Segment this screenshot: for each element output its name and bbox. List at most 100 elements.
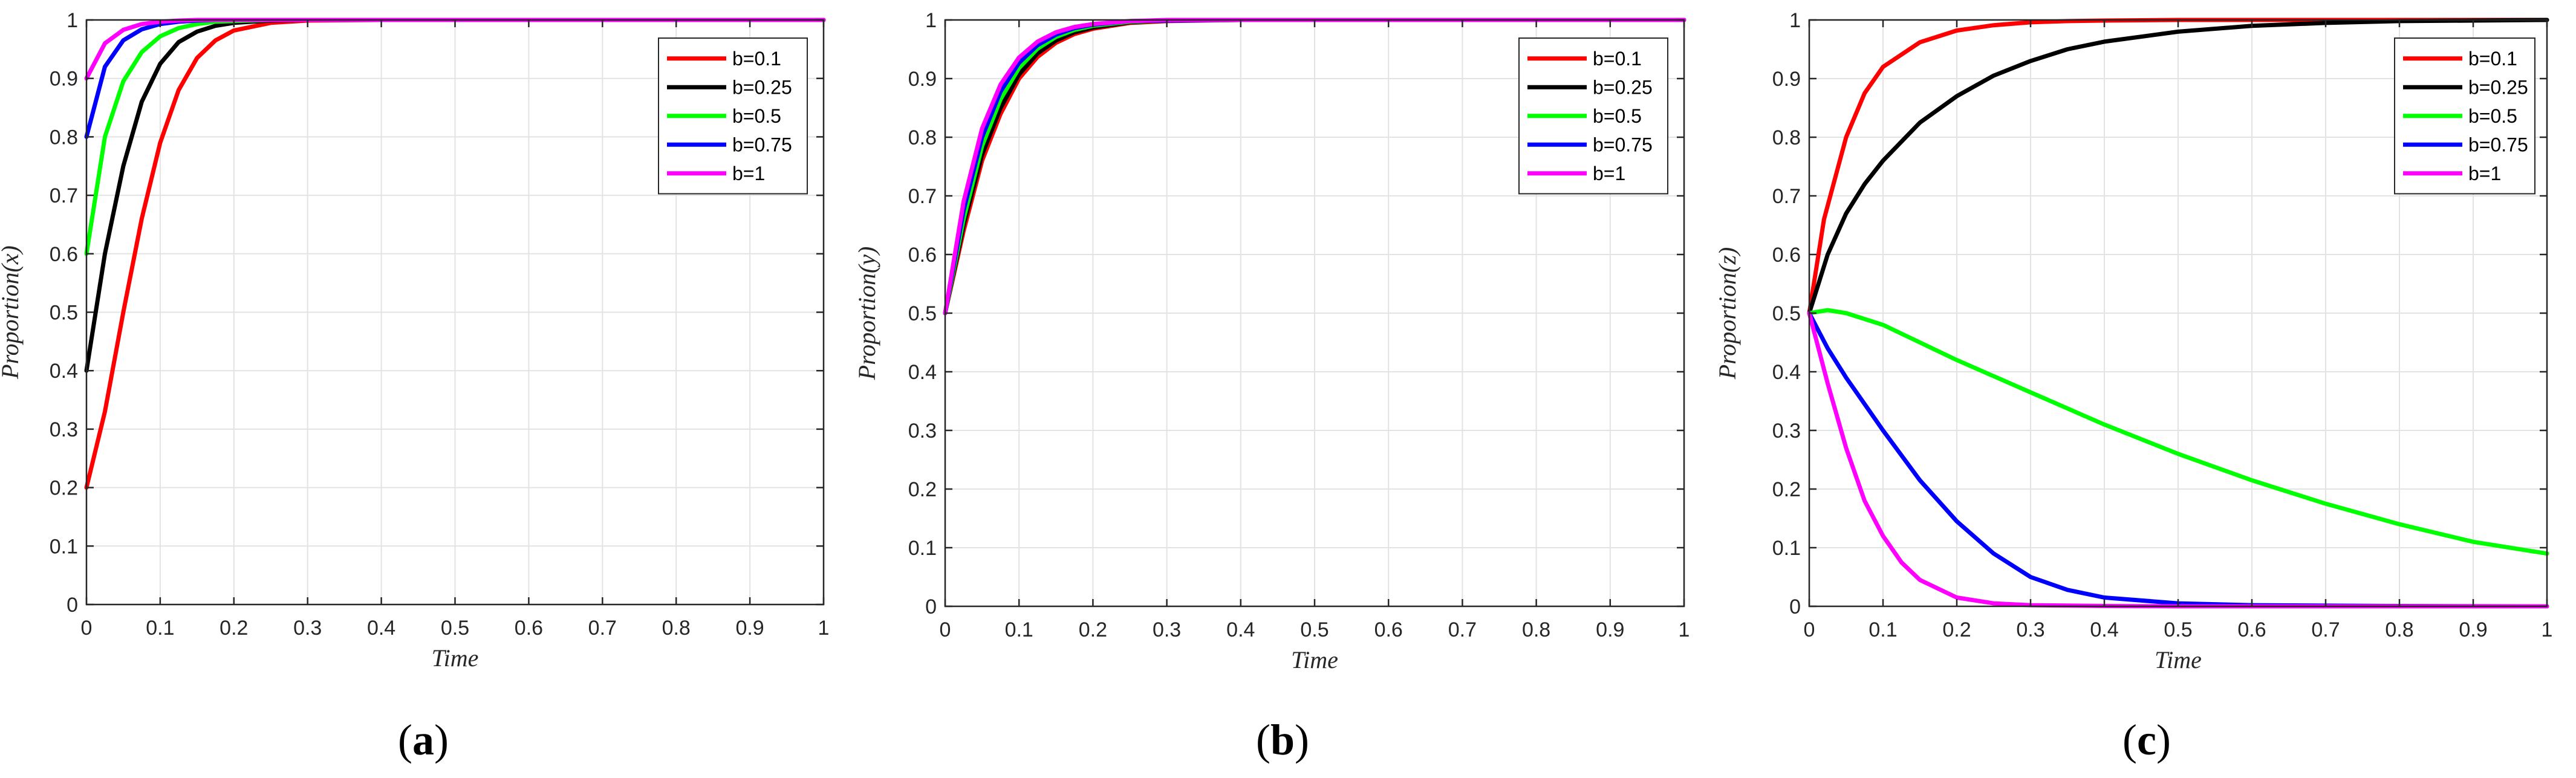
y-tick-label: 0.9: [1772, 68, 1801, 91]
y-tick-label: 0.3: [50, 418, 78, 441]
y-tick-label: 0.2: [908, 478, 937, 501]
panel-a-chart: 0 0.1 0.2 0.3 0.4 0.5 0.6 0.7 0.8 0.9 1 0 0.1 0.2 0.3 0…: [0, 9, 829, 672]
x-tick-label: 0.2: [1942, 618, 1971, 641]
x-tick-label: 0.3: [1153, 618, 1181, 641]
y-tick-label: 0.7: [50, 184, 78, 207]
x-tick-label: 0.9: [2459, 618, 2487, 641]
legend-label: b=0.75: [732, 134, 792, 155]
y-tick-label: 0.1: [1772, 537, 1801, 560]
x-axis-label: Time: [2155, 646, 2202, 673]
y-tick-label: 0.4: [50, 360, 78, 383]
y-tick-label: 0.8: [50, 126, 78, 149]
legend-label: b=1: [732, 163, 765, 184]
y-axis-label: Proportion(z): [1714, 247, 1741, 380]
x-tick-label: 1: [818, 617, 830, 640]
x-tick-label: 0.9: [735, 617, 764, 640]
series-line-b=0.25: [1807, 18, 2549, 316]
legend-label: b=0.5: [1593, 105, 1642, 127]
legend: b=0.1 b=0.25 b=0.5 b=0.75 b=1: [2394, 37, 2535, 195]
legend-label: b=0.25: [732, 76, 792, 98]
legend: b=0.1 b=0.25 b=0.5 b=0.75 b=1: [1518, 37, 1668, 195]
x-axis-label: Time: [1291, 646, 1338, 673]
y-tick-label: 1: [925, 9, 937, 32]
legend-label: b=0.5: [732, 105, 781, 127]
legend-label: b=0.75: [1593, 134, 1653, 155]
legend-label: b=1: [1593, 163, 1625, 184]
legend-label: b=1: [2468, 163, 2501, 184]
y-tick-label: 0.8: [1772, 126, 1801, 149]
y-tick-label: 0.7: [1772, 185, 1801, 208]
x-tick-label: 0.1: [1005, 618, 1033, 641]
panel-label: (c): [2122, 716, 2171, 764]
x-tick-label: 1: [1679, 618, 1690, 641]
legend: b=0.1 b=0.25 b=0.5 b=0.75 b=1: [658, 37, 808, 195]
y-tick-label: 0.6: [1772, 244, 1801, 267]
x-tick-label: 0.6: [515, 617, 543, 640]
y-tick-label: 0.6: [50, 243, 78, 266]
y-tick-label: 0.2: [1772, 478, 1801, 501]
legend-label: b=0.25: [2468, 76, 2528, 98]
y-tick-label: 0.5: [908, 302, 937, 325]
x-tick-label: 0.1: [1869, 618, 1897, 641]
panel-label: (a): [398, 716, 449, 764]
legend-label: b=0.5: [2468, 105, 2517, 127]
y-tick-label: 0.5: [1772, 302, 1801, 325]
series-line-b=0.5: [1807, 308, 2549, 556]
x-tick-label: 0.2: [220, 617, 248, 640]
y-tick-label: 0.8: [908, 126, 937, 149]
y-tick-label: 0.5: [50, 302, 78, 325]
x-tick-label: 0.4: [1226, 618, 1255, 641]
y-tick-label: 0.1: [50, 535, 78, 558]
x-tick-label: 0.8: [1522, 618, 1550, 641]
x-tick-label: 0.2: [1079, 618, 1107, 641]
y-axis-label: Proportion(x): [0, 245, 24, 380]
legend-label: b=0.75: [2468, 134, 2528, 155]
y-tick-label: 0.6: [908, 244, 937, 267]
x-tick-label: 0: [940, 618, 951, 641]
x-tick-label: 0.8: [2385, 618, 2413, 641]
y-tick-label: 0.3: [908, 420, 937, 442]
y-tick-label: 0.1: [908, 537, 937, 560]
x-tick-label: 0.5: [2164, 618, 2192, 641]
panel-c-chart: 0 0.1 0.2 0.3 0.4 0.5 0.6 0.7 0.8 0.9 1 0 0.1 0.2 0.3 0…: [1714, 9, 2552, 673]
x-tick-label: 0.3: [2016, 618, 2044, 641]
x-tick-label: 0.1: [146, 617, 174, 640]
x-tick-label: 0.4: [367, 617, 395, 640]
y-axis-label: Proportion(y): [853, 247, 880, 381]
panel-label: (b): [1256, 716, 1309, 764]
y-tick-label: 0.9: [50, 68, 78, 91]
y-tick-label: 0: [925, 595, 937, 618]
legend-label: b=0.1: [732, 48, 781, 70]
y-tick-label: 0.2: [50, 477, 78, 500]
x-tick-label: 0: [1804, 618, 1815, 641]
x-tick-label: 0.7: [588, 617, 617, 640]
y-tick-label: 0.7: [908, 185, 937, 208]
x-tick-label: 0.5: [1300, 618, 1329, 641]
y-tick-label: 1: [1789, 9, 1801, 32]
y-tick-label: 0: [67, 594, 78, 617]
x-tick-label: 0.6: [1374, 618, 1403, 641]
legend-label: b=0.1: [1593, 48, 1642, 70]
y-tick-label: 0.9: [908, 68, 937, 91]
x-tick-label: 0.8: [662, 617, 691, 640]
x-tick-label: 0.6: [2237, 618, 2266, 641]
x-tick-label: 1: [2542, 618, 2553, 641]
x-tick-label: 0.9: [1596, 618, 1624, 641]
y-tick-label: 0.4: [908, 361, 937, 384]
grid: [1809, 19, 2548, 607]
x-tick-label: 0.4: [2090, 618, 2118, 641]
legend-label: b=0.1: [2468, 48, 2517, 70]
y-tick-label: 0: [1789, 595, 1801, 618]
y-tick-label: 1: [67, 9, 78, 32]
x-tick-label: 0.5: [441, 617, 469, 640]
x-tick-label: 0: [81, 617, 93, 640]
x-tick-label: 0.7: [2311, 618, 2340, 641]
x-tick-label: 0.7: [1448, 618, 1477, 641]
panel-b-chart: 0 0.1 0.2 0.3 0.4 0.5 0.6 0.7 0.8 0.9 1 0 0.1 0.2 0.3 0…: [853, 9, 1690, 673]
x-tick-label: 0.3: [293, 617, 322, 640]
legend-label: b=0.25: [1593, 76, 1653, 98]
y-tick-label: 0.3: [1772, 420, 1801, 442]
x-axis-label: Time: [432, 644, 479, 672]
y-tick-label: 0.4: [1772, 361, 1801, 384]
